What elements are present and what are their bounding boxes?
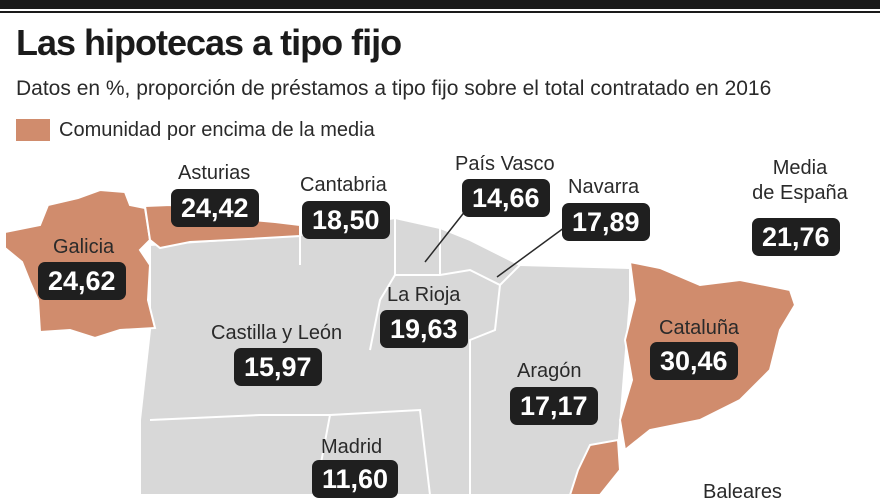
region-label-asturias: Asturias [178, 162, 251, 184]
region-label-pais-vasco: País Vasco [455, 153, 555, 175]
value-badge-cataluna: 30,46 [650, 342, 738, 380]
region-label-cataluna: Cataluña [659, 317, 740, 339]
region-label-baleares: Baleares [703, 481, 782, 503]
map-region-valencia [568, 438, 622, 495]
value-badge-cantabria: 18,50 [302, 201, 390, 239]
page-subtitle: Datos en %, proporción de préstamos a ti… [16, 77, 772, 100]
legend: Comunidad por encima de la media [16, 117, 375, 143]
top-rule-thin [0, 11, 880, 13]
value-badge-asturias: 24,42 [171, 189, 259, 227]
map-region-mainland-grey [139, 216, 631, 495]
legend-label: Comunidad por encima de la media [59, 118, 375, 141]
value-badge-average: 21,76 [752, 218, 840, 256]
top-rule [0, 0, 880, 9]
value-badge-galicia: 24,62 [38, 262, 126, 300]
legend-swatch [16, 119, 50, 141]
leader-line-navarra [496, 221, 573, 278]
region-label-la-rioja: La Rioja [387, 284, 461, 306]
value-badge-la-rioja: 19,63 [380, 310, 468, 348]
average-label: Media de España [745, 156, 855, 206]
value-badge-pais-vasco: 14,66 [462, 179, 550, 217]
region-label-castilla-y-leon: Castilla y León [211, 322, 343, 344]
value-badge-madrid: 11,60 [312, 460, 399, 498]
region-label-galicia: Galicia [53, 236, 115, 258]
region-label-cantabria: Cantabria [300, 174, 387, 196]
region-label-navarra: Navarra [568, 176, 640, 198]
value-badge-aragon: 17,17 [510, 387, 598, 425]
average-label-line1: Media [772, 157, 828, 179]
value-badge-navarra: 17,89 [562, 203, 650, 241]
page-title: Las hipotecas a tipo fijo [16, 22, 402, 63]
average-label-line2: de España [752, 182, 848, 204]
value-badge-castilla-y-leon: 15,97 [234, 348, 322, 386]
leader-line-pais-vasco [424, 209, 467, 263]
region-label-madrid: Madrid [321, 436, 383, 458]
region-label-aragon: Aragón [517, 360, 582, 382]
map-internal-borders [149, 218, 521, 495]
